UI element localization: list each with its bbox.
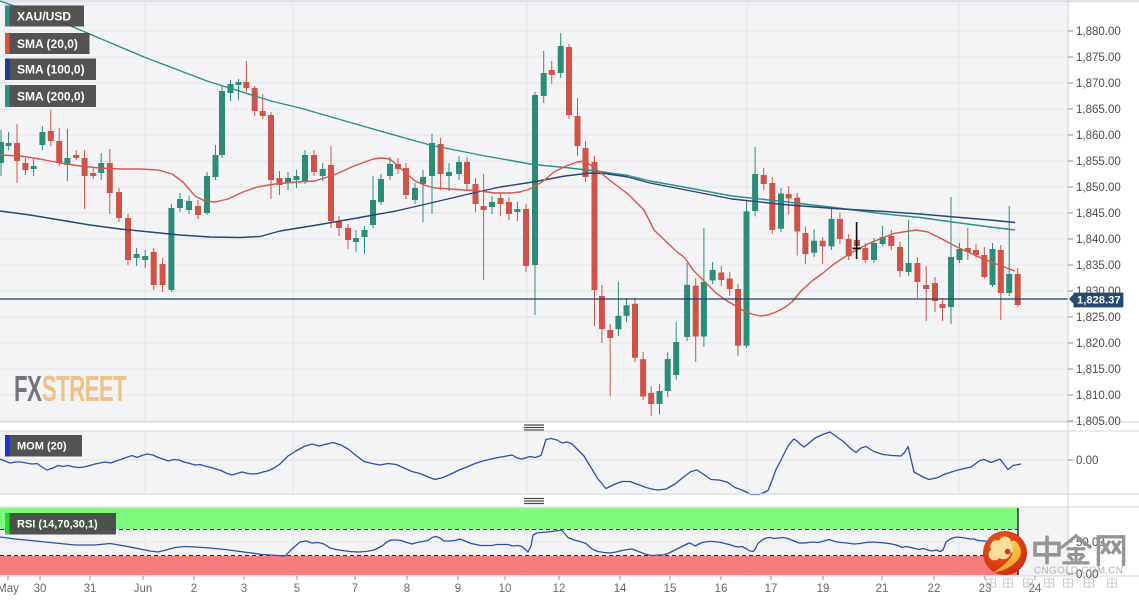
svg-text:May: May [0, 583, 19, 595]
svg-text:1,840.00: 1,840.00 [1076, 234, 1121, 246]
svg-text:15: 15 [664, 583, 677, 595]
svg-text:1,820.00: 1,820.00 [1076, 338, 1121, 350]
svg-text:1,845.00: 1,845.00 [1076, 208, 1121, 220]
svg-text:8: 8 [404, 583, 410, 595]
svg-text:1,865.00: 1,865.00 [1076, 104, 1121, 116]
svg-text:10: 10 [499, 583, 512, 595]
svg-text:1,805.00: 1,805.00 [1076, 416, 1121, 428]
svg-text:MOM (20): MOM (20) [17, 441, 67, 453]
svg-text:16: 16 [715, 583, 728, 595]
svg-text:1,860.00: 1,860.00 [1076, 130, 1121, 142]
svg-text:1,810.00: 1,810.00 [1076, 390, 1121, 402]
svg-text:1,880.00: 1,880.00 [1076, 26, 1121, 38]
svg-text:1,875.00: 1,875.00 [1076, 52, 1121, 64]
svg-text:0.00: 0.00 [1076, 569, 1098, 581]
svg-text:CNGOLD.COM.CN: CNGOLD.COM.CN [1034, 566, 1123, 577]
svg-text:5: 5 [294, 583, 300, 595]
svg-text:17: 17 [765, 583, 778, 595]
svg-text:FX: FX [14, 370, 42, 410]
svg-text:23: 23 [979, 583, 992, 595]
svg-text:2: 2 [191, 583, 197, 595]
svg-text:21: 21 [876, 583, 889, 595]
svg-text:Jun: Jun [134, 583, 153, 595]
svg-text:7: 7 [352, 583, 358, 595]
svg-text:31: 31 [84, 583, 97, 595]
svg-text:24: 24 [1029, 583, 1042, 595]
svg-text:3: 3 [241, 583, 247, 595]
svg-text:1,870.00: 1,870.00 [1076, 78, 1121, 90]
svg-text:1,815.00: 1,815.00 [1076, 364, 1121, 376]
svg-text:1,850.00: 1,850.00 [1076, 182, 1121, 194]
svg-text:1,835.00: 1,835.00 [1076, 260, 1121, 272]
svg-text:SMA (200,0): SMA (200,0) [17, 89, 85, 103]
svg-text:30: 30 [34, 583, 47, 595]
svg-text:9: 9 [455, 583, 461, 595]
svg-text:19: 19 [817, 583, 830, 595]
svg-text:STREET: STREET [42, 370, 127, 410]
svg-text:SMA (100,0): SMA (100,0) [17, 63, 85, 77]
svg-text:1,828.37: 1,828.37 [1077, 295, 1121, 307]
svg-text:12: 12 [553, 583, 566, 595]
svg-text:0.00: 0.00 [1076, 455, 1098, 467]
svg-text:14: 14 [614, 583, 627, 595]
svg-text:SMA (20,0): SMA (20,0) [17, 37, 78, 51]
svg-text:RSI (14,70,30,1): RSI (14,70,30,1) [17, 519, 98, 531]
svg-text:1,855.00: 1,855.00 [1076, 156, 1121, 168]
svg-text:1,825.00: 1,825.00 [1076, 312, 1121, 324]
svg-text:22: 22 [928, 583, 941, 595]
svg-text:XAU/USD: XAU/USD [17, 9, 71, 23]
